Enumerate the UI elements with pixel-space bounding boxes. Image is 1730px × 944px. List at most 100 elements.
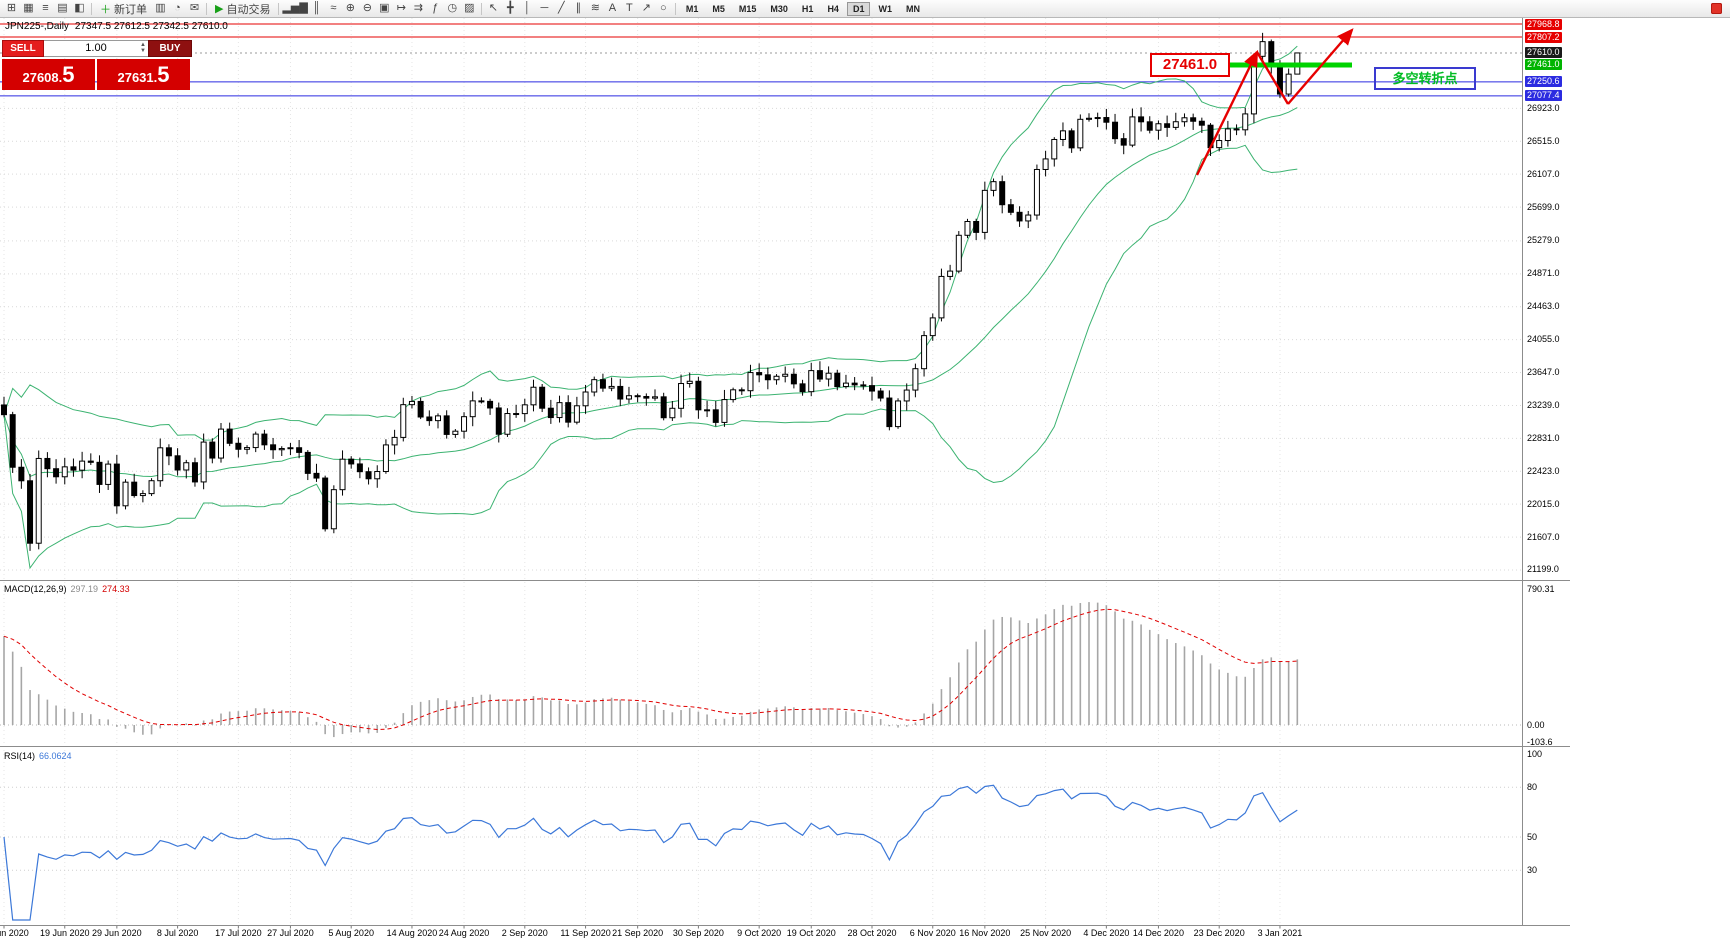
sell-button[interactable]: SELL — [2, 40, 44, 57]
buy-button[interactable]: BUY — [148, 40, 192, 57]
date-axis-label: 25 Nov 2020 — [1020, 928, 1072, 938]
navigator-icon[interactable]: ◧ — [74, 2, 85, 14]
pivot-annotation-label[interactable]: 多空转折点 — [1374, 67, 1476, 90]
trendline-icon[interactable]: ╱ — [558, 2, 565, 14]
rsi-line — [3, 784, 1298, 921]
price-axis-label: 21199.0 — [1527, 564, 1559, 575]
arrow-tools-icon[interactable]: ↗ — [641, 2, 651, 14]
new-order-button[interactable]: ＋新订单 — [95, 1, 152, 16]
timeframe-m15[interactable]: M15 — [738, 3, 757, 14]
tile-windows-icon[interactable]: ▣ — [379, 2, 390, 14]
auto-scroll-icon[interactable]: ↦ — [396, 2, 406, 14]
price-axis: 26923.0 26515.0 26107.0 25699.0 25279.0 24871… — [1523, 0, 1569, 944]
price-annotation-label[interactable]: 27461.0 — [1150, 53, 1230, 77]
sell-price-box[interactable]: 27608. 5 — [2, 59, 95, 90]
candlestick-chart-icon[interactable]: ║ — [312, 2, 321, 14]
timeframe-w1[interactable]: W1 — [878, 3, 892, 14]
lot-value: 1.00 — [85, 42, 107, 54]
chart-shift-icon[interactable]: ⇉ — [413, 2, 423, 14]
date-axis-label: 16 Nov 2020 — [959, 928, 1011, 938]
date-axis-label: 14 Aug 2020 — [386, 928, 438, 938]
price-level-label: 27610.0 — [1525, 47, 1562, 59]
fibonacci-icon[interactable]: ≋ — [590, 2, 600, 14]
macd-axis-label: -103.6 — [1527, 737, 1553, 748]
bar-chart-icon[interactable]: ▂▅▇ — [282, 2, 308, 14]
zoom-in-icon[interactable]: ⊕ — [345, 2, 355, 14]
toolbar-separator — [91, 2, 92, 15]
timeframe-d1[interactable]: D1 — [846, 1, 871, 16]
one-click-trading-panel: SELL 1.00 ▲ ▼ BUY 27608. 5 27631. 5 — [2, 40, 192, 90]
data-window-icon[interactable]: ▤ — [57, 2, 68, 14]
chart-title: JPN225-,Daily 27347.5 27612.5 27342.5 276… — [5, 21, 228, 32]
periods-icon[interactable]: ◷ — [447, 2, 458, 14]
lot-size-input[interactable]: 1.00 ▲ ▼ — [44, 40, 148, 57]
date-axis-label: 11 Sep 2020 — [560, 928, 611, 938]
candlestick-series — [1, 32, 1301, 551]
timeframe-h1[interactable]: H1 — [801, 3, 814, 14]
date-axis-label: 3 Jan 2021 — [1257, 928, 1303, 938]
trend-arrow[interactable] — [1255, 51, 1290, 105]
timeframe-h4[interactable]: H4 — [827, 3, 839, 14]
date-axis-label: 28 Oct 2020 — [847, 928, 897, 938]
label-icon[interactable]: T — [625, 2, 633, 14]
cursor-icon[interactable]: ↖ — [488, 2, 498, 14]
toolbar-separator — [278, 2, 280, 15]
timeframe-m30[interactable]: M30 — [770, 3, 788, 14]
date-axis-label: 8 Jul 2020 — [156, 928, 199, 938]
new-order-button-icon: ＋ — [100, 3, 111, 16]
price-axis-label: 23647.0 — [1527, 367, 1560, 378]
line-chart-icon[interactable]: ≈ — [330, 2, 337, 14]
toolbar: ⊞ ▦ ≡ ▤ ◧ ＋新订单 ▥ ◔ ✉ ▶ 自动交易 ▂▅▇ ║ ≈ ⊕ ⊖ ▣ ↦ ⇉ ƒ ◷ ▨ ↖ ╋ │ ─ ╱ ∥ ≋ A T ↗… — [0, 0, 1730, 18]
market-watch-icon[interactable]: ≡ — [42, 2, 49, 14]
toolbar-separator — [674, 2, 676, 15]
vertical-line-icon[interactable]: │ — [523, 2, 531, 14]
horizontal-line-icon[interactable]: ─ — [540, 2, 549, 14]
crosshair-icon[interactable]: ╋ — [507, 2, 514, 14]
templates-icon[interactable]: ▨ — [464, 2, 475, 14]
macd-axis-label: 790.31 — [1527, 584, 1555, 595]
timeframe-m1[interactable]: M1 — [685, 3, 699, 14]
lot-up-icon[interactable]: ▲ — [140, 42, 146, 48]
text-icon[interactable]: A — [608, 2, 617, 14]
shapes-icon[interactable]: ○ — [660, 2, 667, 14]
lot-spinner[interactable]: ▲ ▼ — [140, 42, 146, 54]
date-axis-label: 19 Jun 2020 — [39, 928, 90, 938]
price-level-label: 27807.2 — [1525, 31, 1562, 43]
terminal-icon[interactable]: ▥ — [155, 2, 166, 14]
date-axis-label: 29 Jun 2020 — [92, 928, 142, 938]
auto-trading-button[interactable]: ▶ 自动交易 — [210, 1, 275, 16]
ohlc-values: 27347.5 27612.5 27342.5 27610.0 — [74, 21, 228, 32]
new-chart-icon[interactable]: ⊞ — [6, 2, 17, 14]
new-order-button-label: 新订单 — [114, 3, 147, 16]
indicators-icon[interactable]: ƒ — [432, 2, 439, 14]
auto-trading-button-icon: ▶ — [215, 3, 224, 15]
date-axis-label: 2 Sep 2020 — [501, 928, 548, 938]
date-axis-label: 21 Sep 2020 — [612, 928, 664, 938]
trend-arrow[interactable] — [1287, 28, 1354, 105]
date-axis-label: 14 Dec 2020 — [1132, 928, 1184, 938]
price-axis-label: 24871.0 — [1527, 268, 1560, 279]
price-axis-label: 25279.0 — [1527, 235, 1560, 246]
channel-icon[interactable]: ∥ — [575, 2, 582, 14]
buy-price-box[interactable]: 27631. 5 — [97, 59, 190, 90]
date-axis-label: 19 Oct 2020 — [786, 928, 836, 938]
strategy-tester-icon[interactable]: ◔ — [174, 2, 181, 14]
timeframe-m5[interactable]: M5 — [712, 3, 725, 14]
sell-price: 27608. — [22, 70, 63, 85]
rsi-label: RSI(14) 66.0624 — [4, 751, 72, 761]
lot-down-icon[interactable]: ▼ — [140, 48, 146, 54]
alerts-icon[interactable]: ✉ — [189, 2, 200, 14]
trend-arrow[interactable] — [1195, 49, 1259, 176]
zoom-out-icon[interactable]: ⊖ — [362, 2, 372, 14]
notifications-red-icon[interactable] — [1711, 3, 1722, 14]
toolbar-separator — [480, 2, 482, 15]
date-axis-label: 4 Dec 2020 — [1083, 928, 1130, 938]
timeframe-mn[interactable]: MN — [905, 3, 920, 14]
date-axis-label: 30 Sep 2020 — [672, 928, 724, 938]
macd-axis-label: 0.00 — [1527, 719, 1545, 730]
profiles-icon[interactable]: ▦ — [23, 2, 34, 14]
date-axis-label: 17 Jul 2020 — [215, 928, 262, 938]
